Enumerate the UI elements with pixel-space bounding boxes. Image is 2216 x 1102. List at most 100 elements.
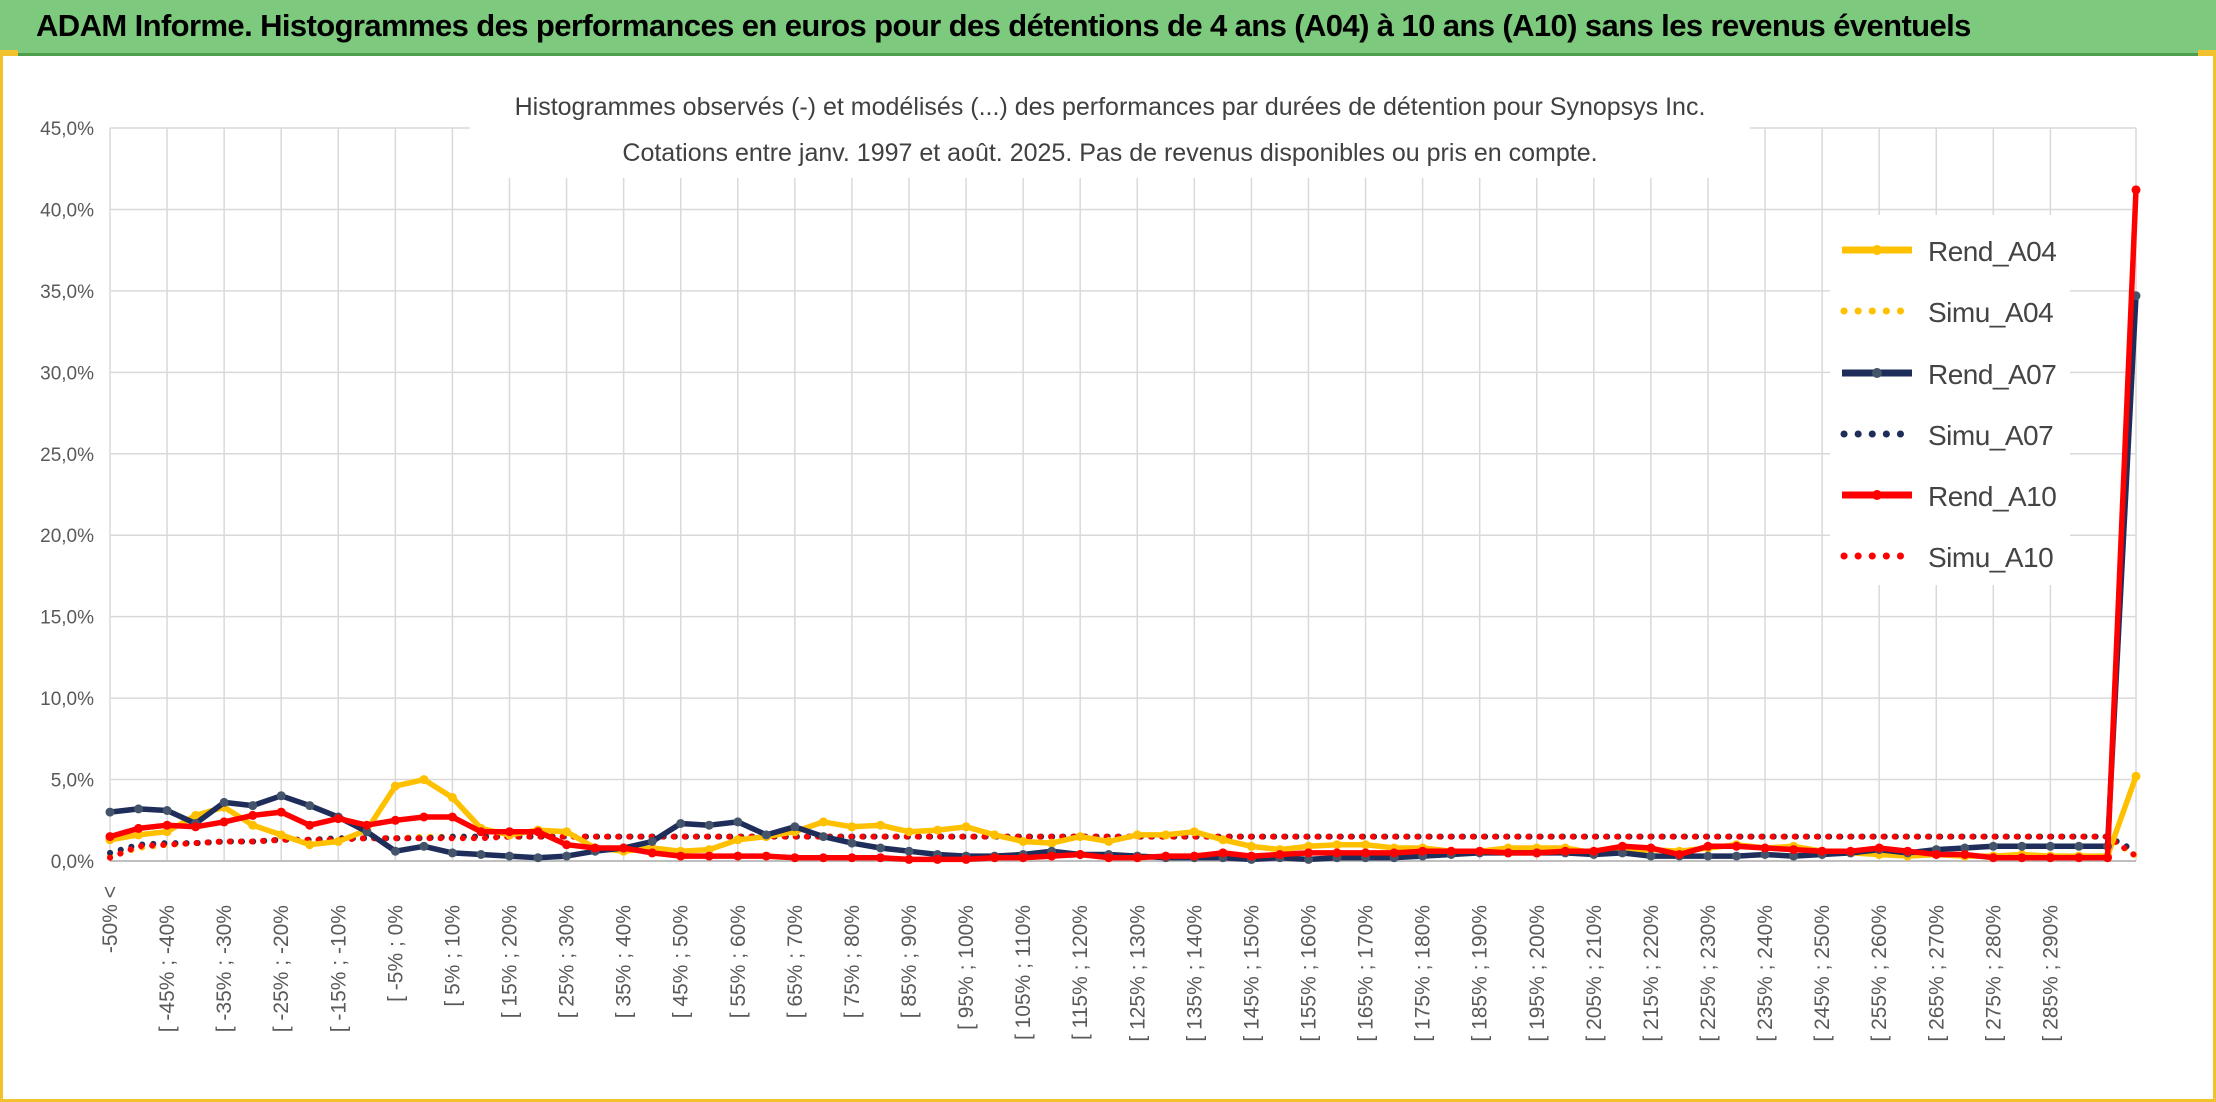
- data-point-rend-a07: [904, 846, 914, 856]
- data-point-rend-a04: [1132, 830, 1142, 840]
- data-point-rend-a10: [1988, 853, 1998, 863]
- data-point-rend-a04: [1047, 838, 1057, 848]
- data-point-rend-a10: [219, 817, 229, 827]
- data-point-rend-a10: [1304, 848, 1313, 858]
- data-point-rend-a10: [533, 827, 543, 837]
- data-point-rend-a04: [562, 827, 572, 837]
- data-point-rend-a10: [2017, 853, 2027, 863]
- data-point-rend-a07: [305, 801, 315, 811]
- data-point-rend-a10: [191, 822, 201, 832]
- x-tick-label: [ 35% ; 40%: [613, 905, 636, 1018]
- data-point-rend-a10: [162, 820, 172, 830]
- legend-swatch-rend-a10: [1842, 490, 1912, 500]
- data-point-rend-a10: [1132, 853, 1142, 863]
- data-point-rend-a04: [390, 781, 400, 791]
- series-rend-a10: [105, 185, 2141, 864]
- data-point-rend-a10: [590, 843, 600, 853]
- data-point-rend-a10: [333, 814, 343, 824]
- series-simu-a07: [107, 833, 2139, 856]
- x-tick-label: [ -45% ; -40%: [156, 905, 179, 1032]
- data-point-rend-a07: [733, 817, 743, 827]
- data-point-rend-a10: [1446, 846, 1456, 856]
- data-point-rend-a04: [134, 830, 143, 840]
- y-tick-label: 40,0%: [40, 200, 94, 221]
- x-tick-label: [ 15% ; 20%: [498, 905, 521, 1018]
- x-tick-label: [ 275% ; 280%: [1982, 905, 2005, 1042]
- data-point-rend-a07: [1304, 854, 1313, 864]
- data-point-rend-a10: [1047, 851, 1057, 861]
- data-point-rend-a10: [1104, 853, 1114, 863]
- chart-subtitle: Cotations entre janv. 1997 et août. 2025…: [622, 139, 1597, 167]
- x-tick-label: [ 115% ; 120%: [1069, 905, 1092, 1040]
- data-point-rend-a10: [933, 854, 942, 864]
- data-point-rend-a10: [134, 823, 143, 833]
- data-point-rend-a10: [818, 853, 828, 863]
- data-point-rend-a07: [2017, 841, 2027, 851]
- data-point-rend-a10: [419, 812, 429, 822]
- data-point-rend-a10: [1389, 848, 1399, 858]
- data-point-rend-a07: [847, 838, 857, 848]
- data-point-rend-a10: [447, 812, 457, 822]
- data-point-rend-a10: [1189, 851, 1199, 861]
- x-tick-label: [ 95% ; 100%: [955, 905, 978, 1030]
- chart-title: Histogrammes observés (-) et modélisés (…: [515, 93, 1706, 121]
- data-point-rend-a07: [390, 846, 400, 856]
- y-tick-label: 5,0%: [51, 771, 94, 792]
- data-point-rend-a10: [1760, 843, 1770, 853]
- data-point-rend-a10: [1532, 848, 1542, 858]
- data-point-rend-a10: [476, 827, 486, 837]
- data-point-rend-a04: [818, 817, 828, 827]
- data-point-rend-a10: [1589, 846, 1599, 856]
- data-point-rend-a04: [1104, 837, 1114, 846]
- y-tick-label: 30,0%: [40, 363, 94, 384]
- data-point-rend-a04: [1304, 841, 1313, 851]
- data-point-rend-a10: [619, 843, 629, 853]
- legend-item-simu-a04[interactable]: Simu_A04: [1840, 291, 2070, 331]
- corner-accent-left: [0, 50, 18, 56]
- data-point-rend-a04: [876, 820, 885, 830]
- legend-item-rend-a10[interactable]: Rend_A10: [1840, 475, 2070, 515]
- data-point-rend-a04: [733, 835, 743, 845]
- data-point-rend-a10: [1560, 846, 1570, 856]
- x-tick-label: [ 205% ; 210%: [1583, 905, 1606, 1042]
- data-point-rend-a10: [1931, 850, 1941, 859]
- legend-label: Rend_A07: [1928, 359, 2057, 390]
- data-point-rend-a10: [1674, 850, 1684, 859]
- y-tick-label: 45,0%: [40, 119, 94, 140]
- data-point-rend-a10: [2131, 185, 2141, 195]
- data-point-rend-a10: [1703, 841, 1713, 851]
- data-point-rend-a07: [1703, 851, 1713, 861]
- legend-item-rend-a04[interactable]: Rend_A04: [1840, 230, 2070, 270]
- data-point-rend-a10: [733, 851, 743, 861]
- x-tick-label: [ 165% ; 170%: [1355, 905, 1378, 1042]
- data-point-rend-a10: [562, 840, 572, 850]
- data-point-rend-a07: [1732, 851, 1741, 861]
- data-point-rend-a04: [1075, 832, 1085, 842]
- data-point-rend-a04: [1246, 841, 1256, 851]
- legend-item-simu-a07[interactable]: Simu_A07: [1840, 414, 2070, 454]
- data-point-rend-a10: [2074, 853, 2084, 863]
- data-point-rend-a07: [476, 850, 486, 859]
- x-tick-label: [ 135% ; 140%: [1183, 905, 1206, 1042]
- y-tick-label: 35,0%: [40, 282, 94, 303]
- data-point-rend-a10: [305, 820, 315, 830]
- data-point-rend-a04: [248, 820, 258, 830]
- x-tick-label: [ 225% ; 230%: [1697, 905, 1720, 1042]
- data-point-rend-a10: [1361, 848, 1370, 858]
- legend-item-rend-a07[interactable]: Rend_A07: [1840, 353, 2070, 393]
- data-point-rend-a07: [1988, 841, 1998, 851]
- data-point-rend-a07: [248, 801, 258, 811]
- data-point-rend-a10: [676, 851, 686, 861]
- data-point-rend-a10: [1246, 851, 1256, 861]
- x-tick-label: [ 55% ; 60%: [727, 905, 750, 1018]
- data-point-rend-a04: [447, 793, 457, 802]
- x-tick-label: [ 185% ; 190%: [1469, 905, 1492, 1042]
- data-point-rend-a10: [1789, 845, 1799, 855]
- x-tick-label: [ -35% ; -30%: [213, 905, 236, 1032]
- data-point-rend-a07: [1789, 851, 1799, 861]
- data-point-rend-a07: [1646, 851, 1656, 861]
- legend-item-simu-a10[interactable]: Simu_A10: [1840, 536, 2070, 576]
- data-point-rend-a10: [847, 853, 857, 863]
- data-point-rend-a07: [1617, 848, 1627, 858]
- data-point-rend-a10: [1332, 848, 1342, 858]
